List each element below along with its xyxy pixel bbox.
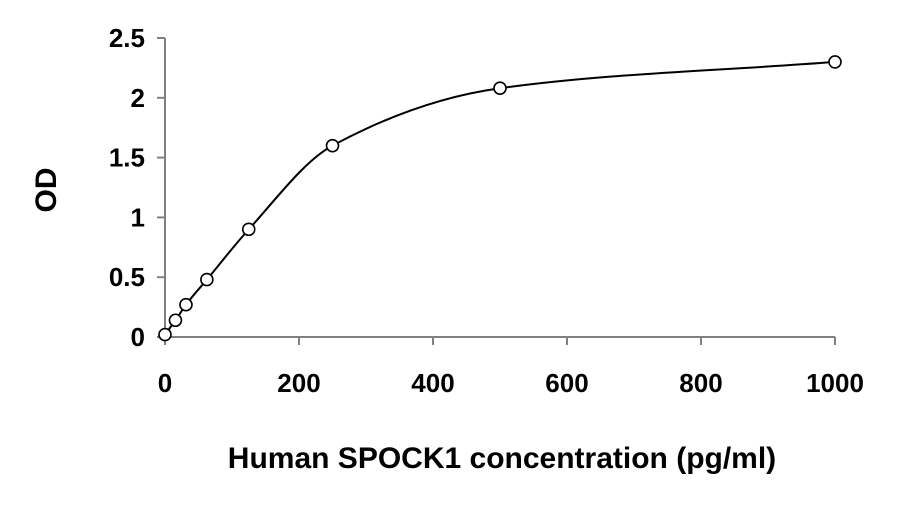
y-tick-label: 1 <box>131 202 145 232</box>
y-axis-title: OD <box>30 168 63 213</box>
x-tick-label: 400 <box>411 368 454 398</box>
fit-curve-layer <box>164 60 836 336</box>
y-tick-label: 1.5 <box>109 143 145 173</box>
data-point <box>493 81 507 96</box>
data-point <box>179 297 193 312</box>
x-tick-label: 200 <box>277 368 320 398</box>
y-tick-label: 0 <box>131 322 145 352</box>
x-axis-title: Human SPOCK1 concentration (pg/ml) <box>228 442 776 475</box>
x-tick-label: 800 <box>679 368 722 398</box>
y-axis-ticks: 0 0.5 1 1.5 2 2.5 <box>109 23 165 352</box>
data-point <box>158 327 172 342</box>
y-tick-label: 2.5 <box>109 23 145 53</box>
y-tick-label: 0.5 <box>109 262 145 292</box>
axes <box>164 38 835 338</box>
data-point <box>828 55 842 69</box>
x-tick-label: 0 <box>158 368 172 398</box>
x-tick-label: 600 <box>545 368 588 398</box>
data-point <box>168 313 183 328</box>
data-point <box>241 222 256 237</box>
x-axis-ticks: 0 200 400 600 800 1000 <box>158 337 864 398</box>
x-tick-label: 1000 <box>806 368 864 398</box>
fit-curve <box>164 60 836 336</box>
y-tick-label: 2 <box>131 83 145 113</box>
data-points <box>158 55 842 342</box>
data-point <box>325 138 340 153</box>
data-point <box>200 272 214 287</box>
